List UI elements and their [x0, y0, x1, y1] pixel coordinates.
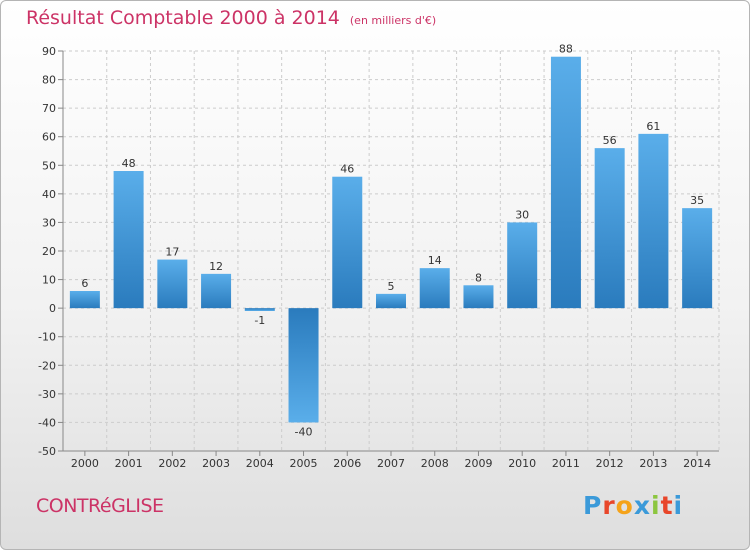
bar: [113, 171, 144, 309]
proxiti-logo: Proxiti: [583, 491, 683, 520]
x-tick-label: 2000: [71, 457, 99, 470]
title-main: Résultat Comptable 2000 à 2014: [26, 7, 340, 29]
y-tick-label: 30: [42, 216, 56, 229]
y-tick-label: 50: [42, 159, 56, 172]
y-tick-label: -20: [38, 359, 56, 372]
bar: [201, 273, 232, 309]
y-tick-label: 0: [49, 302, 56, 315]
data-label: 48: [122, 157, 136, 170]
logo-letter: i: [673, 491, 684, 520]
x-tick-label: 2014: [683, 457, 711, 470]
logo-letter: o: [615, 491, 634, 520]
bar: [638, 133, 669, 309]
title-unit: (en milliers d'€): [349, 14, 437, 27]
bar: [550, 56, 581, 309]
y-tick-label: 70: [42, 102, 56, 115]
bar: [288, 308, 319, 423]
y-tick-label: 20: [42, 245, 56, 258]
x-tick-label: 2001: [115, 457, 143, 470]
x-tick-label: 2011: [552, 457, 580, 470]
y-tick-label: 90: [42, 45, 56, 58]
bar: [69, 291, 100, 309]
y-tick-label: 60: [42, 131, 56, 144]
data-label: 6: [81, 277, 88, 290]
y-tick-label: 10: [42, 274, 56, 287]
data-label: 17: [165, 246, 179, 259]
bar: [507, 222, 538, 309]
x-tick-label: 2006: [333, 457, 361, 470]
x-tick-label: 2007: [377, 457, 405, 470]
y-tick-label: 40: [42, 188, 56, 201]
data-label: 14: [428, 254, 442, 267]
bar: [157, 259, 188, 309]
bar: [332, 176, 363, 309]
x-tick-label: 2002: [158, 457, 186, 470]
data-label: -1: [254, 314, 265, 327]
x-tick-label: 2003: [202, 457, 230, 470]
y-tick-label: -50: [38, 445, 56, 458]
bar: [682, 208, 713, 309]
data-label: 12: [209, 260, 223, 273]
data-label: 8: [475, 271, 482, 284]
y-tick-label: -30: [38, 388, 56, 401]
x-tick-label: 2013: [639, 457, 667, 470]
data-label: 56: [603, 134, 617, 147]
logo-letter: x: [633, 491, 651, 520]
x-tick-label: 2010: [508, 457, 536, 470]
y-tick-label: -10: [38, 331, 56, 344]
logo-letter: i: [651, 491, 661, 520]
chart-title: Résultat Comptable 2000 à 2014 (en millie…: [26, 7, 436, 29]
logo-letter: P: [583, 491, 603, 520]
logo-letter: r: [602, 491, 616, 520]
bar: [376, 293, 406, 309]
data-label: 46: [340, 163, 354, 176]
x-tick-label: 2004: [246, 457, 274, 470]
bar: [244, 308, 275, 311]
data-label: 88: [559, 43, 573, 56]
data-label: 30: [515, 208, 529, 221]
bar: [463, 285, 494, 309]
x-tick-label: 2012: [596, 457, 624, 470]
data-label: -40: [295, 425, 313, 438]
logo-letter: t: [660, 491, 674, 520]
bar: [419, 268, 450, 309]
data-label: 5: [388, 280, 395, 293]
y-tick-label: 80: [42, 74, 56, 87]
y-tick-label: -40: [38, 416, 56, 429]
x-tick-label: 2009: [464, 457, 492, 470]
bar: [594, 148, 625, 309]
x-tick-label: 2005: [290, 457, 318, 470]
data-label: 61: [646, 120, 660, 133]
x-tick-label: 2008: [421, 457, 449, 470]
data-label: 35: [690, 194, 704, 207]
commune-name: CONTRéGLISE: [36, 495, 164, 517]
